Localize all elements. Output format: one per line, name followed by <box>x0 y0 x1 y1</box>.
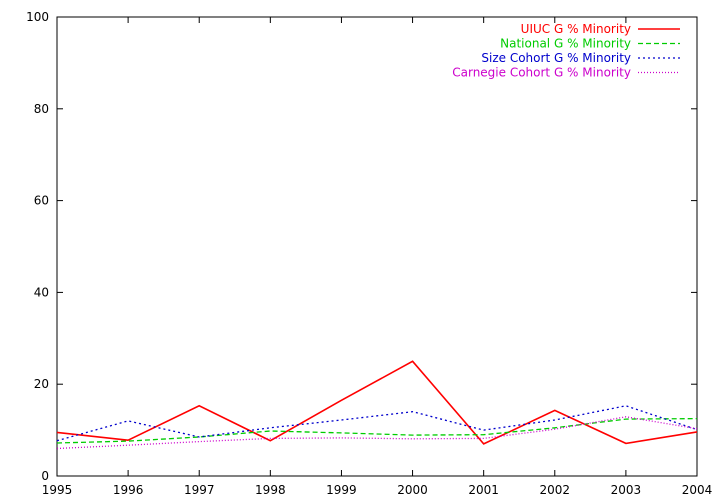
legend-label-4: Carnegie Cohort G % Minority <box>452 66 631 80</box>
y-tick-label: 100 <box>26 10 49 24</box>
x-tick-label: 1999 <box>326 483 357 497</box>
x-tick-label: 1997 <box>184 483 215 497</box>
series-line-1 <box>56 360 698 445</box>
legend-label-1: UIUC G % Minority <box>521 22 631 36</box>
series-line-4 <box>56 416 698 450</box>
y-tick-label: 0 <box>41 469 49 483</box>
x-tick-label: 2000 <box>397 483 428 497</box>
series-line-2 <box>56 417 698 444</box>
x-tick-label: 1996 <box>113 483 144 497</box>
axis-ticks: 1995 1996 1997 1998 1999 2000 2001 2002 2003 2004… <box>26 10 712 497</box>
x-tick-label: 2001 <box>468 483 499 497</box>
legend-label-3: Size Cohort G % Minority <box>481 51 631 65</box>
y-tick-label: 80 <box>34 102 49 116</box>
plot-frame <box>56 16 698 477</box>
x-tick-label: 2002 <box>540 483 571 497</box>
x-tick-label: 2004 <box>682 483 713 497</box>
legend-label-2: National G % Minority <box>500 37 631 51</box>
x-tick-label: 1995 <box>42 483 73 497</box>
x-tick-label: 2003 <box>611 483 642 497</box>
y-tick-label: 20 <box>34 377 49 391</box>
y-tick-label: 60 <box>34 194 49 208</box>
series-line-3 <box>56 405 698 442</box>
series-lines <box>56 360 698 450</box>
x-tick-label: 1998 <box>255 483 286 497</box>
y-tick-label: 40 <box>34 285 49 299</box>
